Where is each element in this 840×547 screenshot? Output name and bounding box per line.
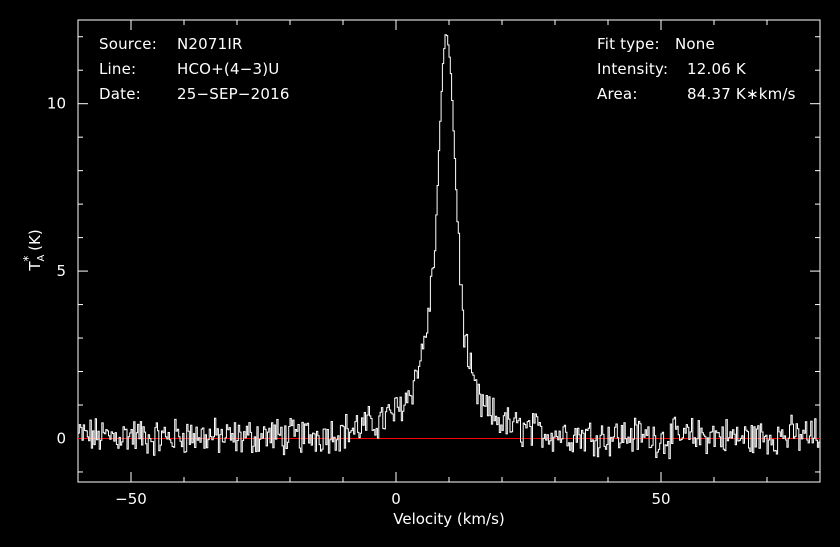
date-label: Date: — [99, 85, 141, 103]
line-label: Line: — [99, 60, 137, 78]
intensity-value: 12.06 K — [687, 60, 746, 78]
y-tick-label: 10 — [47, 95, 66, 113]
tick-labels: −50 0 50 0 5 10 — [47, 95, 671, 508]
date-value: 25−SEP−2016 — [177, 85, 290, 103]
intensity-label: Intensity: — [597, 60, 669, 78]
y-axis-title-sub: A — [36, 254, 47, 261]
y-tick-label: 5 — [56, 262, 66, 280]
fit-type-value: None — [675, 35, 715, 53]
spectrum-line — [78, 34, 820, 460]
y-tick-label: 0 — [56, 429, 66, 447]
x-tick-label: −50 — [115, 490, 147, 508]
x-tick-label: 50 — [651, 490, 670, 508]
y-axis-title-sup: * — [21, 256, 35, 262]
y-axis-title-unit: (K) — [26, 229, 44, 255]
x-axis-title: Velocity (km/s) — [393, 510, 504, 528]
area-value: 84.37 K∗km/s — [687, 85, 796, 103]
source-value: N2071IR — [177, 35, 243, 53]
axis-ticks — [77, 20, 821, 482]
y-axis-title-main: T — [26, 261, 44, 272]
x-tick-label: 0 — [391, 490, 401, 508]
fit-type-label: Fit type: — [597, 35, 660, 53]
source-label: Source: — [99, 35, 157, 53]
y-axis-title: TA* (K) — [21, 229, 47, 271]
area-label: Area: — [597, 85, 638, 103]
line-value: HCO+(4−3)U — [177, 60, 280, 78]
plot-frame — [77, 19, 821, 483]
